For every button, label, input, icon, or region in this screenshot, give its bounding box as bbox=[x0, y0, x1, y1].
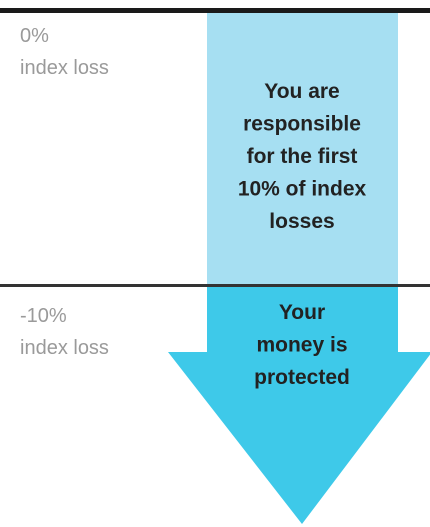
level-percent: 0% bbox=[20, 25, 49, 47]
zone-texts: You are responsible for the first 10% of in… bbox=[238, 80, 367, 389]
zone-text: responsible bbox=[243, 113, 361, 136]
level-percent: -10% bbox=[20, 305, 67, 327]
zone-text: Your bbox=[279, 301, 325, 324]
responsibility-zone bbox=[207, 12, 398, 285]
protection-arrow bbox=[168, 287, 430, 524]
zone-text: money is bbox=[256, 334, 347, 357]
zone-text: for the first bbox=[247, 145, 358, 168]
level-label: index loss bbox=[20, 57, 109, 79]
zone-text: losses bbox=[269, 210, 334, 233]
level-label: index loss bbox=[20, 337, 109, 359]
zone-text: 10% of index bbox=[238, 178, 367, 201]
zero-line bbox=[0, 8, 430, 13]
zone-text: protected bbox=[254, 366, 350, 389]
zone-text: You are bbox=[264, 80, 339, 103]
minus-ten-line bbox=[0, 284, 430, 287]
